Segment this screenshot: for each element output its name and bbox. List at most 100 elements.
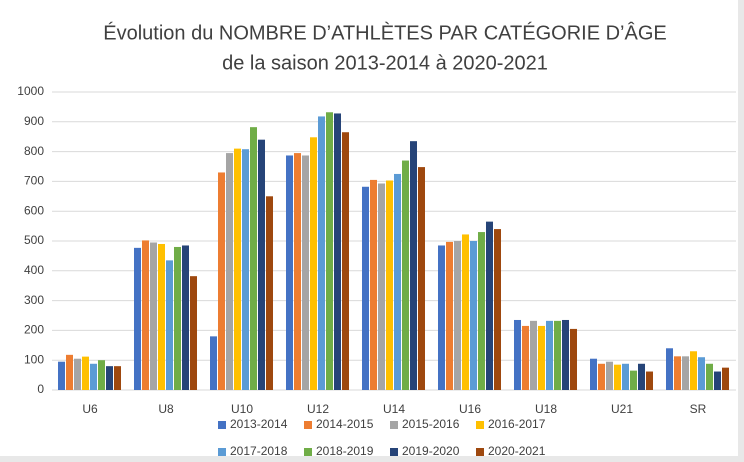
bar (98, 360, 105, 390)
bar (538, 325, 545, 390)
bar (666, 348, 673, 390)
bar (294, 153, 301, 390)
bar (714, 371, 721, 390)
bar (514, 319, 521, 390)
bar (74, 358, 81, 390)
bar (454, 241, 461, 390)
legend-swatch (218, 421, 226, 429)
bar (242, 149, 249, 390)
x-tick-label: U16 (459, 402, 481, 416)
bar (250, 127, 257, 390)
legend-label: 2020-2021 (488, 444, 546, 458)
bar (470, 241, 477, 390)
bar (378, 183, 385, 390)
bar (166, 260, 173, 390)
x-tick-label: SR (690, 402, 707, 416)
y-tick-label: 1000 (17, 84, 44, 98)
bar (638, 363, 645, 390)
bar (318, 116, 325, 390)
bar (418, 167, 425, 390)
bar (362, 186, 369, 390)
bar (190, 276, 197, 390)
y-tick-label: 700 (24, 174, 44, 188)
x-tick-label: U10 (231, 402, 253, 416)
y-tick-label: 300 (24, 293, 44, 307)
bar (342, 132, 349, 391)
bar (370, 179, 377, 390)
bar (630, 370, 637, 390)
x-tick-label: U14 (383, 402, 405, 416)
legend-swatch (218, 448, 226, 456)
bar (598, 363, 605, 390)
x-tick-label: U8 (158, 402, 174, 416)
bar (114, 366, 121, 390)
bar (210, 336, 217, 390)
y-tick-label: 500 (24, 233, 44, 247)
y-tick-label: 800 (24, 144, 44, 158)
y-tick-label: 200 (24, 323, 44, 337)
bar (546, 320, 553, 390)
legend-label: 2013-2014 (230, 417, 288, 431)
legend-swatch (390, 421, 398, 429)
bar (286, 155, 293, 390)
bar (522, 325, 529, 390)
bar (258, 139, 265, 390)
legend-swatch (476, 421, 484, 429)
bar (494, 229, 501, 390)
bar (682, 356, 689, 390)
bar (58, 361, 65, 390)
chart-subtitle: de la saison 2013-2014 à 2020-2021 (222, 52, 548, 74)
x-tick-label: U6 (82, 402, 98, 416)
bar (182, 245, 189, 390)
bar (530, 320, 537, 390)
bar (266, 196, 273, 390)
bar (562, 319, 569, 390)
bar (334, 113, 341, 391)
bar (90, 363, 97, 390)
bar (438, 245, 445, 390)
bar (722, 367, 729, 390)
legend-label: 2017-2018 (230, 444, 288, 458)
bar (226, 153, 233, 390)
bar (446, 241, 453, 390)
bar (134, 247, 141, 390)
bar (158, 243, 165, 390)
bar (622, 363, 629, 390)
y-tick-label: 900 (24, 114, 44, 128)
bar (66, 354, 73, 390)
bar (698, 357, 705, 390)
bar (150, 242, 157, 390)
legend-swatch (304, 448, 312, 456)
x-tick-label: U18 (535, 402, 557, 416)
bar (554, 320, 561, 390)
legend-label: 2015-2016 (402, 417, 460, 431)
legend-swatch (390, 448, 398, 456)
bar (410, 141, 417, 390)
bar (570, 328, 577, 390)
bar (674, 356, 681, 390)
bar (386, 180, 393, 390)
y-tick-label: 400 (24, 263, 44, 277)
bar (174, 246, 181, 390)
legend-swatch (476, 448, 484, 456)
y-tick-label: 600 (24, 203, 44, 217)
legend-swatch (304, 421, 312, 429)
bar (106, 366, 113, 390)
bar (462, 234, 469, 390)
x-tick-label: U21 (611, 402, 633, 416)
bar (142, 240, 149, 390)
bar (310, 137, 317, 390)
legend-label: 2019-2020 (402, 444, 460, 458)
bar (218, 172, 225, 390)
bar (690, 351, 697, 390)
legend-label: 2014-2015 (316, 417, 374, 431)
bar (590, 358, 597, 390)
bar (302, 155, 309, 390)
bar (478, 232, 485, 390)
legend-label: 2018-2019 (316, 444, 374, 458)
legend-label: 2016-2017 (488, 417, 546, 431)
x-tick-label: U12 (307, 402, 329, 416)
bar (234, 148, 241, 390)
bar (326, 112, 333, 390)
